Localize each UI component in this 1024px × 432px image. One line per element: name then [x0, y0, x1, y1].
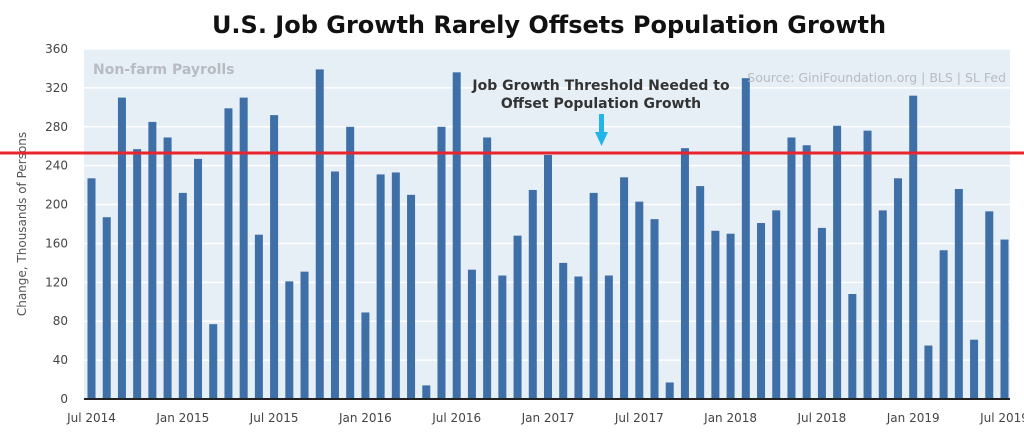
bar	[696, 186, 705, 399]
bar	[376, 174, 385, 399]
bar	[802, 145, 811, 399]
bar	[665, 382, 674, 399]
bar	[787, 137, 796, 399]
bar	[239, 97, 248, 399]
bar	[163, 137, 172, 399]
bar	[361, 312, 370, 399]
bar	[315, 69, 324, 400]
chart-title: U.S. Job Growth Rarely Offsets Populatio…	[212, 11, 886, 39]
bar	[863, 130, 872, 399]
bars	[87, 69, 1009, 400]
bar	[528, 189, 537, 399]
x-tick-label: Jan 2016	[338, 411, 392, 425]
y-tick-label: 80	[53, 314, 68, 328]
chart-subtitle: Non-farm Payrolls	[93, 62, 235, 78]
y-axis-ticks: 0 40 80 120 160 200 240 280 320 360	[45, 42, 68, 406]
y-tick-label: 280	[45, 120, 68, 134]
y-tick-label: 200	[45, 198, 68, 212]
x-tick-label: Jul 2019	[979, 411, 1024, 425]
y-tick-label: 160	[45, 236, 68, 250]
bar	[848, 294, 857, 399]
bar	[300, 271, 309, 399]
bar	[635, 201, 644, 399]
bar	[133, 149, 142, 399]
bar	[194, 158, 203, 399]
bar	[878, 210, 887, 399]
bar	[726, 233, 735, 399]
x-tick-label: Jul 2016	[431, 411, 481, 425]
bar	[87, 178, 96, 399]
bar	[589, 192, 598, 399]
bar	[954, 189, 963, 399]
y-tick-label: 360	[45, 42, 68, 56]
bar	[970, 339, 979, 399]
x-tick-label: Jul 2015	[249, 411, 299, 425]
threshold-label-line2: Offset Population Growth	[501, 96, 701, 112]
bar	[148, 121, 157, 400]
bar	[270, 115, 279, 399]
bar	[757, 223, 766, 399]
bar	[224, 108, 233, 400]
bar	[574, 276, 583, 399]
bar	[893, 178, 902, 399]
bar	[1000, 239, 1009, 399]
x-tick-label: Jan 2019	[886, 411, 940, 425]
bar	[939, 250, 948, 399]
bar	[391, 172, 400, 399]
bar	[680, 148, 689, 399]
bar	[924, 345, 933, 399]
y-tick-label: 320	[45, 81, 68, 95]
bar	[285, 281, 294, 399]
y-tick-label: 0	[60, 392, 68, 406]
x-tick-label: Jul 2017	[614, 411, 664, 425]
bar	[467, 269, 476, 399]
bar	[620, 177, 629, 399]
threshold-label-line1: Job Growth Threshold Needed to	[471, 78, 730, 94]
x-tick-label: Jan 2017	[521, 411, 575, 425]
y-tick-label: 240	[45, 159, 68, 173]
bar	[452, 72, 461, 399]
bar	[559, 262, 568, 399]
bar	[604, 275, 613, 399]
bar	[254, 234, 263, 399]
y-axis-label: Change, Thousands of Persons	[15, 132, 29, 316]
y-tick-label: 40	[53, 353, 68, 367]
bar	[711, 230, 720, 399]
threshold-arrow-icon	[595, 114, 608, 146]
bar	[544, 154, 552, 399]
bar	[513, 235, 522, 399]
bar	[909, 95, 918, 400]
bar	[741, 78, 750, 400]
x-tick-label: Jan 2015	[155, 411, 209, 425]
bar	[102, 217, 111, 399]
bar	[117, 97, 126, 399]
x-tick-label: Jul 2014	[66, 411, 116, 425]
y-tick-label: 120	[45, 275, 68, 289]
bar	[407, 194, 416, 399]
bar	[422, 385, 431, 399]
bar	[985, 211, 994, 399]
bar	[833, 125, 842, 400]
bar	[178, 192, 187, 399]
bar	[346, 126, 355, 400]
bar	[817, 227, 826, 399]
x-axis-ticks: Jul 2014 Jan 2015 Jul 2015 Jan 2016 Jul 2016…	[66, 411, 1024, 425]
x-tick-label: Jan 2018	[703, 411, 757, 425]
x-tick-label: Jul 2018	[796, 411, 846, 425]
bar	[209, 324, 218, 399]
bar	[772, 210, 781, 399]
bar	[330, 171, 339, 399]
bar	[483, 137, 492, 399]
bar	[498, 275, 507, 399]
bar	[437, 126, 446, 400]
source-note: Source: GiniFoundation.org | BLS | SL Fe…	[747, 70, 1006, 85]
bar	[650, 219, 659, 399]
